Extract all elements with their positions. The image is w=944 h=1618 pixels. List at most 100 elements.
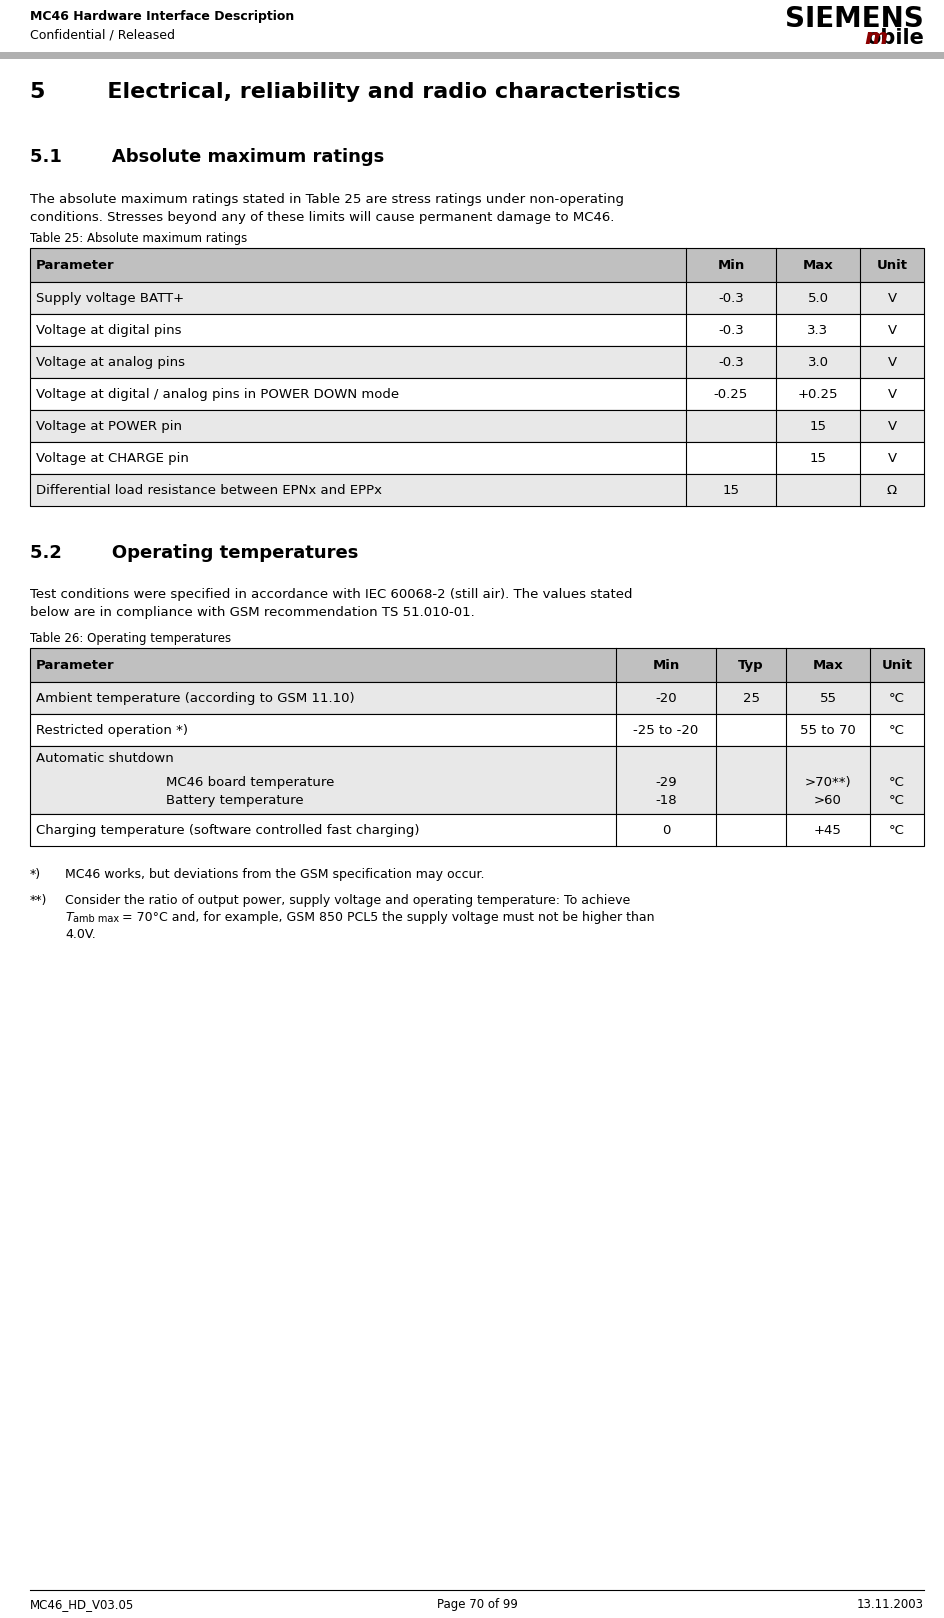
Text: -25 to -20: -25 to -20	[633, 723, 699, 736]
Bar	[30, 248, 924, 282]
Bar	[30, 346, 924, 379]
Text: 5        Electrical, reliability and radio characteristics: 5 Electrical, reliability and radio char…	[30, 83, 681, 102]
Bar	[30, 647, 924, 683]
Text: Battery temperature: Battery temperature	[166, 794, 304, 807]
Bar	[30, 282, 924, 314]
Text: 55: 55	[819, 691, 836, 704]
Text: Page 70 of 99: Page 70 of 99	[436, 1599, 517, 1612]
Text: below are in compliance with GSM recommendation TS 51.010-01.: below are in compliance with GSM recomme…	[30, 607, 475, 620]
Text: 3.3: 3.3	[807, 324, 829, 337]
Text: Voltage at CHARGE pin: Voltage at CHARGE pin	[36, 451, 189, 464]
Bar	[30, 746, 924, 814]
Text: °C: °C	[889, 794, 905, 807]
Text: *): *)	[30, 867, 42, 880]
Text: Parameter: Parameter	[36, 259, 114, 272]
Text: MC46_HD_V03.05: MC46_HD_V03.05	[30, 1599, 134, 1612]
Text: >60: >60	[814, 794, 842, 807]
Text: 15: 15	[810, 451, 827, 464]
Bar	[30, 409, 924, 442]
Text: The absolute maximum ratings stated in Table 25 are stress ratings under non-ope: The absolute maximum ratings stated in T…	[30, 193, 624, 205]
Text: Min: Min	[717, 259, 745, 272]
Text: MC46 Hardware Interface Description: MC46 Hardware Interface Description	[30, 10, 295, 23]
Text: Test conditions were specified in accordance with IEC 60068-2 (still air). The v: Test conditions were specified in accord…	[30, 587, 632, 600]
Bar	[30, 282, 924, 314]
Text: 13.11.2003: 13.11.2003	[857, 1599, 924, 1612]
Text: SIEMENS: SIEMENS	[785, 5, 924, 32]
Text: Unit: Unit	[882, 659, 913, 671]
Bar	[30, 814, 924, 846]
Text: -0.25: -0.25	[714, 387, 749, 401]
Text: 15: 15	[722, 484, 739, 497]
Text: -29: -29	[655, 777, 677, 790]
Bar	[30, 314, 924, 346]
Text: Typ: Typ	[738, 659, 764, 671]
Text: °C: °C	[889, 777, 905, 790]
Text: Automatic shutdown: Automatic shutdown	[36, 752, 174, 765]
Bar	[30, 746, 924, 814]
Text: V: V	[887, 324, 897, 337]
Bar	[30, 442, 924, 474]
Text: >70**): >70**)	[804, 777, 851, 790]
Text: Charging temperature (software controlled fast charging): Charging temperature (software controlle…	[36, 824, 419, 837]
Text: °C: °C	[889, 723, 905, 736]
Bar	[30, 683, 924, 714]
Text: -0.3: -0.3	[718, 356, 744, 369]
Text: conditions. Stresses beyond any of these limits will cause permanent damage to M: conditions. Stresses beyond any of these…	[30, 210, 615, 223]
Text: amb max: amb max	[73, 914, 119, 924]
Text: T: T	[65, 911, 73, 924]
Text: Min: Min	[652, 659, 680, 671]
Bar	[30, 683, 924, 714]
Text: Voltage at digital / analog pins in POWER DOWN mode: Voltage at digital / analog pins in POWE…	[36, 387, 399, 401]
Text: Table 25: Absolute maximum ratings: Table 25: Absolute maximum ratings	[30, 231, 247, 244]
Text: MC46 board temperature: MC46 board temperature	[166, 777, 334, 790]
Bar	[30, 647, 924, 683]
Text: -18: -18	[655, 794, 677, 807]
Text: -20: -20	[655, 691, 677, 704]
Text: V: V	[887, 451, 897, 464]
Text: 25: 25	[743, 691, 760, 704]
Text: -0.3: -0.3	[718, 291, 744, 304]
Text: °C: °C	[889, 824, 905, 837]
Bar	[30, 379, 924, 409]
Text: Ambient temperature (according to GSM 11.10): Ambient temperature (according to GSM 11…	[36, 691, 355, 704]
Bar	[30, 248, 924, 282]
Bar	[30, 814, 924, 846]
Text: Max: Max	[802, 259, 834, 272]
Bar	[30, 346, 924, 379]
Text: = 70°C and, for example, GSM 850 PCL5 the supply voltage must not be higher than: = 70°C and, for example, GSM 850 PCL5 th…	[118, 911, 654, 924]
Bar	[30, 474, 924, 506]
Text: Consider the ratio of output power, supply voltage and operating temperature: To: Consider the ratio of output power, supp…	[65, 895, 631, 908]
Text: V: V	[887, 419, 897, 432]
Text: Restricted operation *): Restricted operation *)	[36, 723, 188, 736]
Bar	[30, 314, 924, 346]
Text: 5.2        Operating temperatures: 5.2 Operating temperatures	[30, 544, 359, 561]
Text: 55 to 70: 55 to 70	[801, 723, 856, 736]
Text: **): **)	[30, 895, 47, 908]
Text: Confidential / Released: Confidential / Released	[30, 28, 175, 40]
Text: Supply voltage BATT+: Supply voltage BATT+	[36, 291, 184, 304]
Bar	[30, 714, 924, 746]
Text: +45: +45	[814, 824, 842, 837]
Text: V: V	[887, 356, 897, 369]
Text: Max: Max	[813, 659, 843, 671]
Text: Parameter: Parameter	[36, 659, 114, 671]
Bar	[30, 379, 924, 409]
Bar	[30, 442, 924, 474]
Text: 5.0: 5.0	[807, 291, 829, 304]
Text: 3.0: 3.0	[807, 356, 829, 369]
Text: +0.25: +0.25	[798, 387, 838, 401]
Bar	[30, 409, 924, 442]
Text: Voltage at analog pins: Voltage at analog pins	[36, 356, 185, 369]
Text: Voltage at digital pins: Voltage at digital pins	[36, 324, 181, 337]
Text: 0: 0	[662, 824, 670, 837]
Text: m: m	[864, 28, 887, 49]
Text: 5.1        Absolute maximum ratings: 5.1 Absolute maximum ratings	[30, 147, 384, 167]
Bar	[0, 52, 944, 58]
Text: obile: obile	[867, 28, 924, 49]
Text: Voltage at POWER pin: Voltage at POWER pin	[36, 419, 182, 432]
Text: Table 26: Operating temperatures: Table 26: Operating temperatures	[30, 633, 231, 646]
Text: V: V	[887, 387, 897, 401]
Text: -0.3: -0.3	[718, 324, 744, 337]
Bar	[30, 714, 924, 746]
Text: Unit: Unit	[876, 259, 907, 272]
